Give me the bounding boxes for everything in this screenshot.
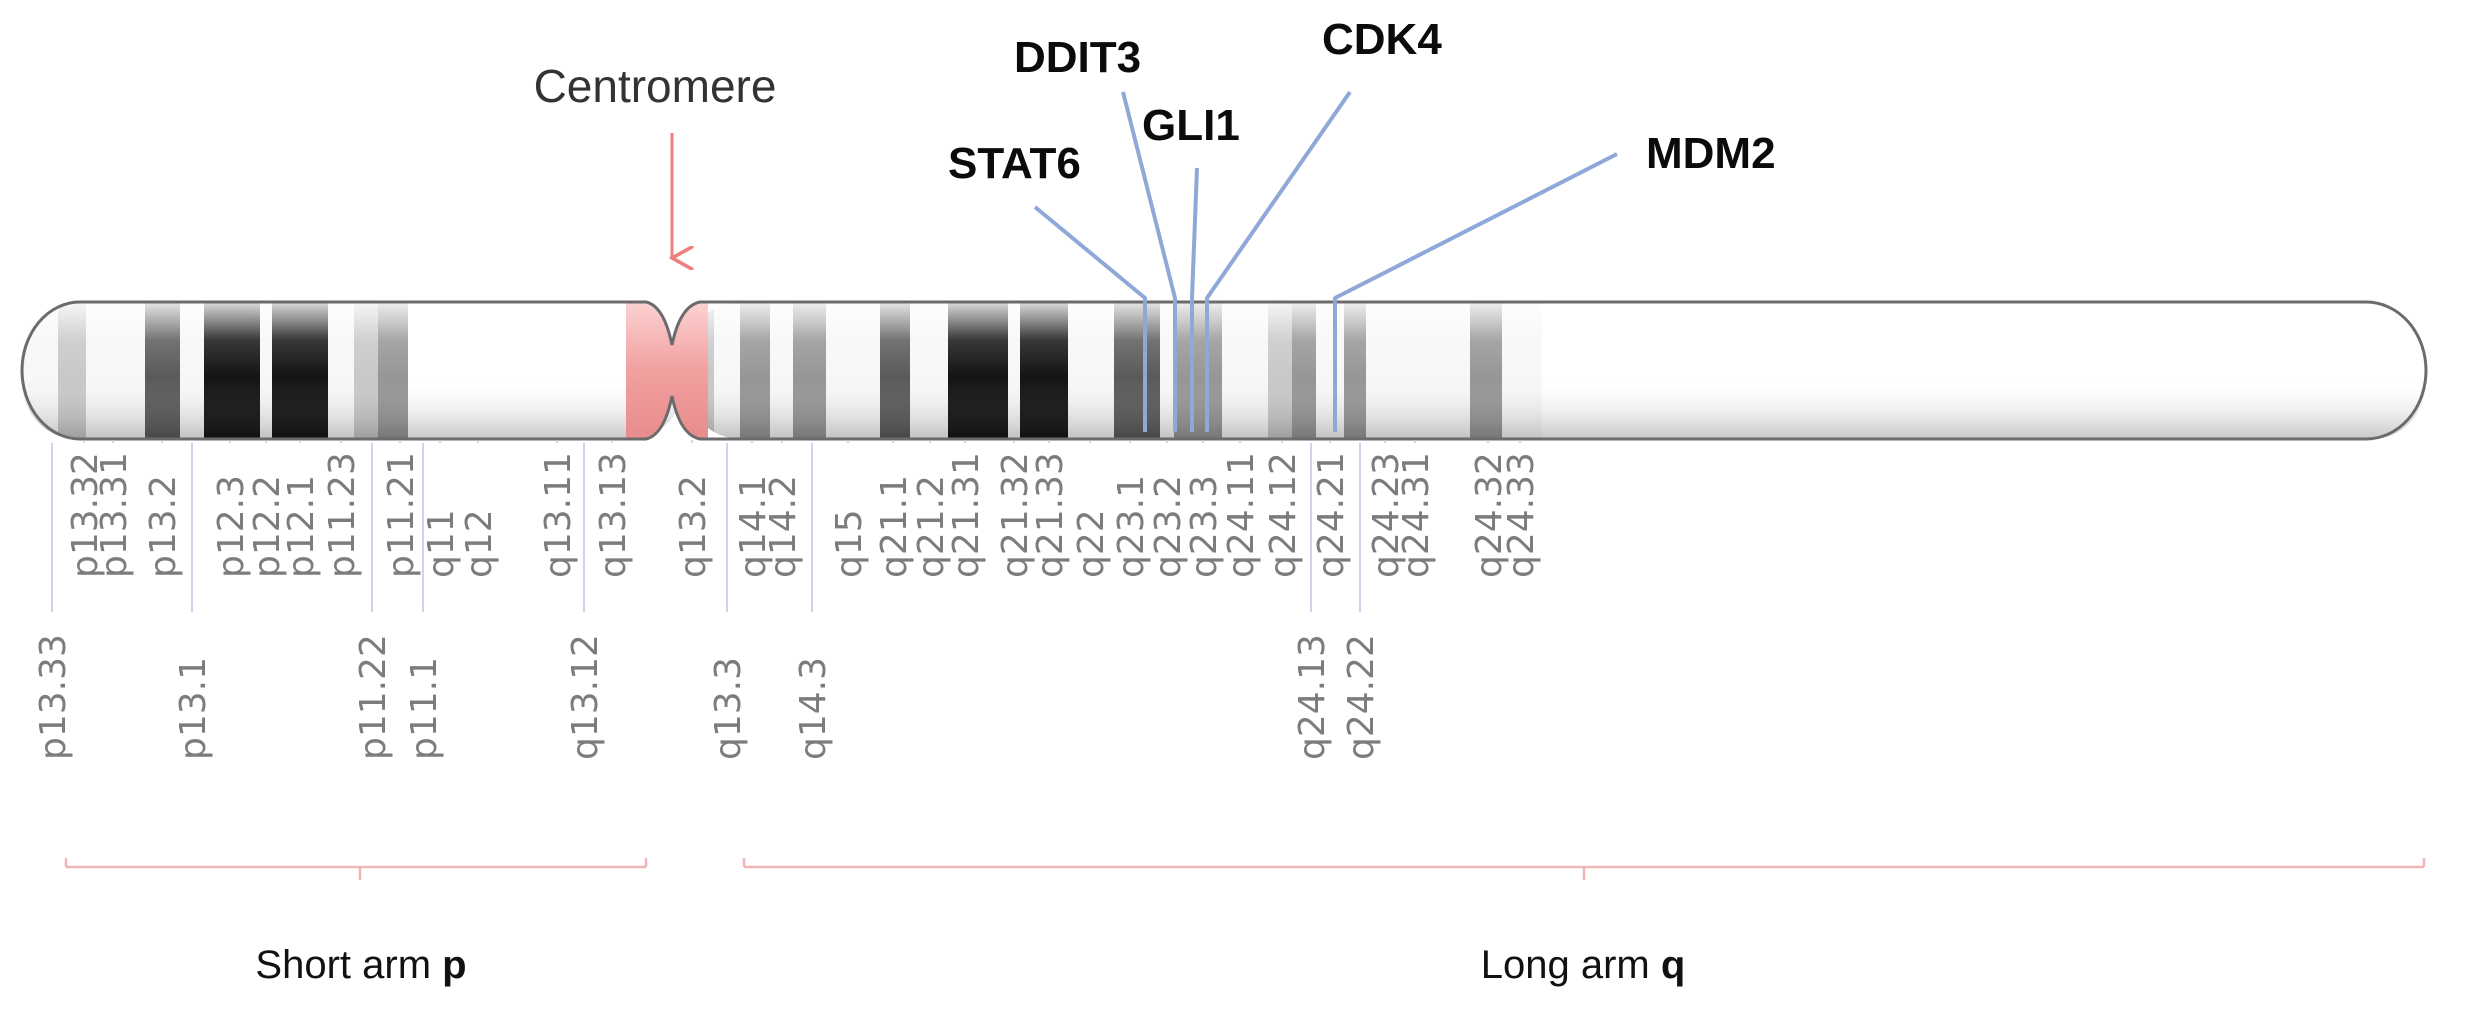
long-arm-label: Long arm q: [1481, 943, 1686, 987]
band-label: p11.1: [404, 657, 445, 760]
band-label: q23.3: [1184, 475, 1225, 578]
band-label: p12.3: [211, 475, 252, 578]
band-label: q24.21: [1311, 452, 1352, 578]
band-label: q24.31: [1396, 452, 1437, 578]
gene-label-cdk4: CDK4: [1322, 15, 1442, 64]
short-arm-letter: p: [442, 943, 466, 987]
band-label: q12: [459, 509, 500, 578]
band-label: q14.2: [763, 475, 804, 578]
band-ticks: [51, 440, 1521, 612]
gene-label-mdm2: MDM2: [1646, 129, 1776, 178]
band-label: q24.22: [1341, 634, 1382, 760]
gene-line-cdk4: [1205, 90, 1352, 432]
band-label: q14.1: [733, 475, 774, 578]
band-label: q14.3: [793, 657, 834, 760]
band-label: p11.21: [381, 452, 422, 578]
centromere-label: Centromere: [534, 60, 777, 112]
gene-label-gli1: GLI1: [1142, 101, 1240, 150]
band-label: q24.12: [1263, 452, 1304, 578]
gene-label-ddit3: DDIT3: [1014, 33, 1141, 82]
band-label: p13.2: [143, 475, 184, 578]
outline-path: [20, 300, 2428, 441]
band-label: p13.32: [65, 452, 106, 578]
band-label: q22: [1071, 509, 1112, 578]
band-label: q21.32: [995, 452, 1036, 578]
band-label: p13.1: [173, 657, 214, 760]
band-label: q23.1: [1111, 475, 1152, 578]
long-arm-shading: [686, 302, 2426, 439]
band-label: q24.23: [1366, 452, 1407, 578]
band-label: q24.33: [1501, 452, 1542, 578]
band-label: p13.31: [94, 452, 135, 578]
short-arm-bands: [22, 302, 684, 439]
band-label: p12.1: [281, 475, 322, 578]
long-arm-letter: q: [1661, 943, 1685, 987]
band-label: p11.22: [353, 634, 394, 760]
centromere-shape: [626, 302, 708, 439]
band-label: q24.11: [1221, 452, 1262, 578]
gene-line-mdm2: [1333, 152, 1618, 432]
band-label: q13.13: [593, 452, 634, 578]
band-label: p13.33: [33, 634, 74, 760]
short-arm-label: Short arm p: [255, 943, 466, 987]
short-arm-prefix: Short arm: [255, 943, 442, 987]
gene-line-ddit3: [1121, 91, 1177, 432]
band-label: q21.33: [1030, 452, 1071, 578]
band-label: q24.13: [1292, 634, 1333, 760]
band-label: q21.2: [911, 475, 952, 578]
long-arm-bracket: [742, 858, 2426, 880]
gene-line-stat6: [1033, 205, 1147, 432]
band-label: q11: [421, 509, 462, 578]
band-label: q13.11: [538, 452, 579, 578]
gene-label-stat6: STAT6: [948, 139, 1081, 188]
band-label: q15: [829, 509, 870, 578]
long-arm-prefix: Long arm: [1481, 943, 1661, 987]
band-label: q13.12: [565, 634, 606, 760]
gene-annotations: DDIT3 STAT6 GLI1 CDK4 MDM2: [948, 15, 1776, 432]
band-label: q13.3: [708, 657, 749, 760]
band-label: q21.31: [946, 452, 987, 578]
centromere-constriction: [626, 302, 708, 439]
band-label: q23.2: [1148, 475, 1189, 578]
long-arm-bands: [686, 302, 2426, 439]
band-label: p12.2: [247, 475, 288, 578]
chromosome-outline: [20, 300, 2428, 441]
short-arm-shading: [22, 302, 684, 439]
band-label: q24.32: [1469, 452, 1510, 578]
short-arm-bracket: [64, 858, 648, 880]
band-label: q21.1: [874, 475, 915, 578]
gene-line-gli1: [1190, 167, 1199, 432]
band-label: p11.23: [322, 452, 363, 578]
band-label: q13.2: [673, 475, 714, 578]
